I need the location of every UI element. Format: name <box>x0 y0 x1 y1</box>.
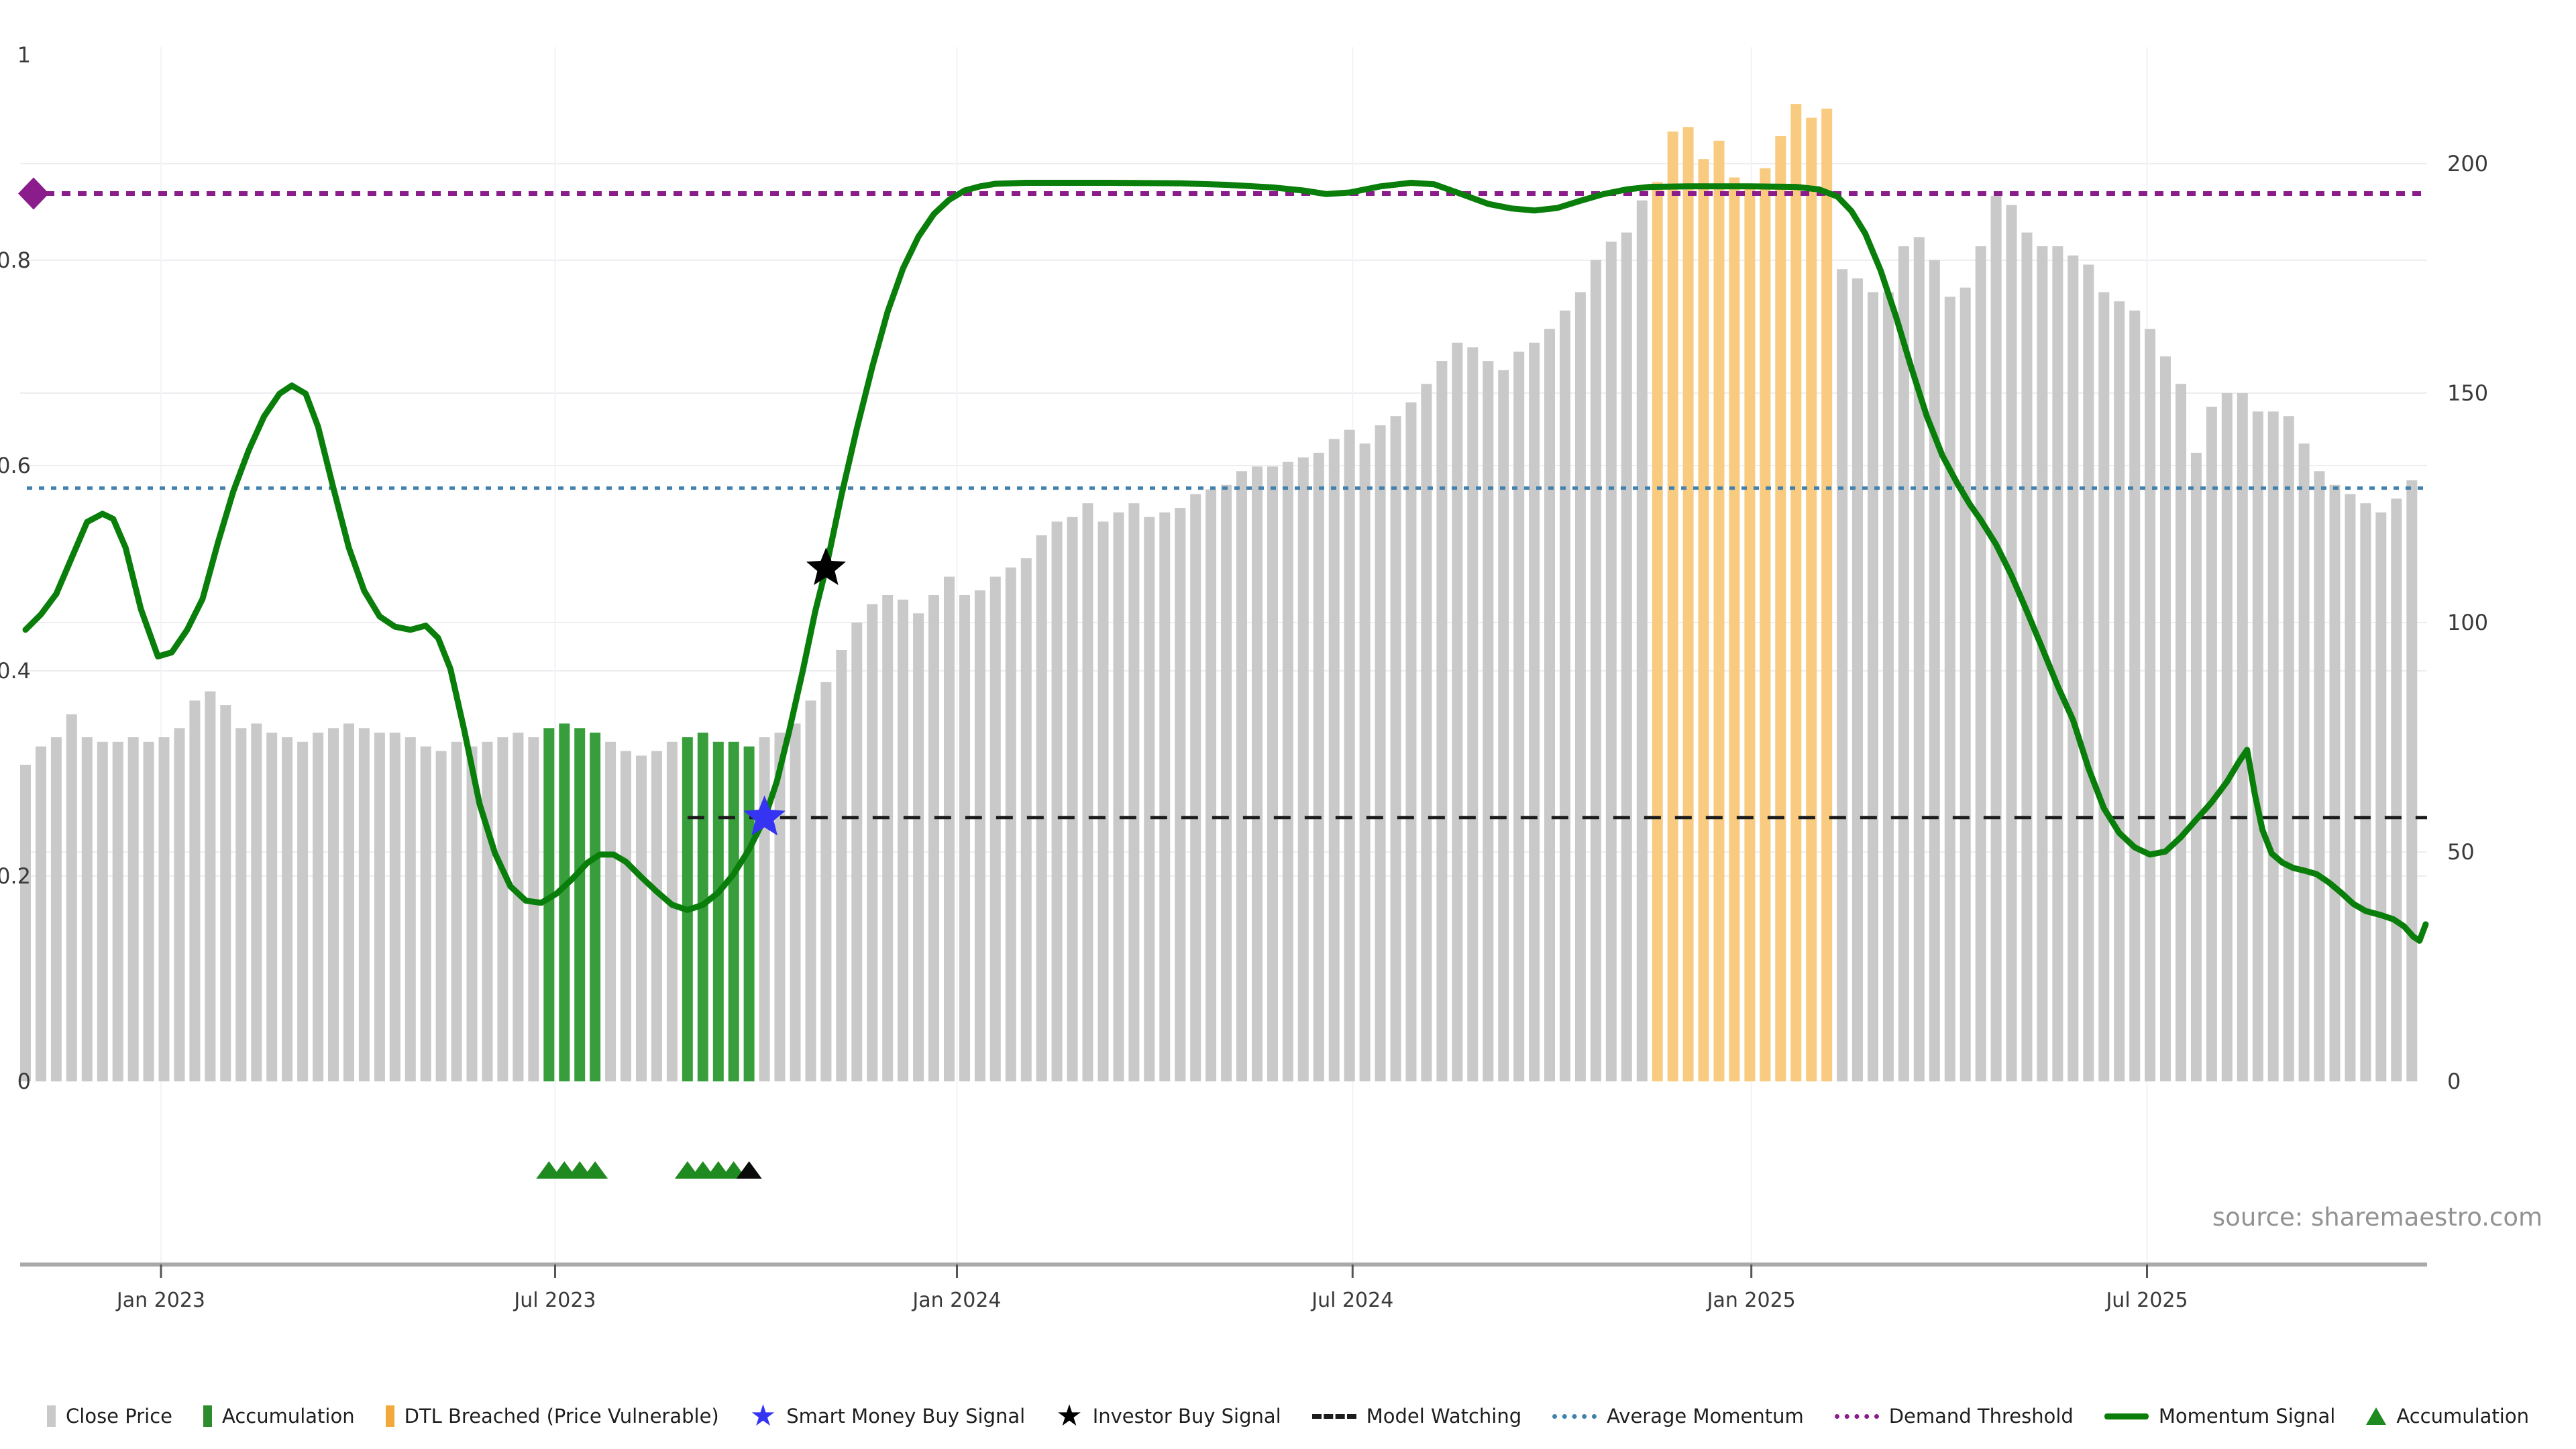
legend-label: Momentum Signal <box>2158 1405 2336 1428</box>
legend-label: Close Price <box>66 1405 172 1428</box>
investor-buy-star-icon <box>806 547 846 586</box>
x-tick-label: Jul 2023 <box>513 1289 596 1312</box>
legend-item-accumulation: Accumulation <box>203 1405 355 1428</box>
legend-item-smart-money-buy-signal: ★ Smart Money Buy Signal <box>749 1399 1026 1433</box>
legend-star-icon: ★ <box>749 1399 777 1433</box>
demand-threshold-diamond-icon <box>18 177 49 210</box>
momentum-signal-line <box>22 180 2429 944</box>
left-tick-label: 0.4 <box>0 658 31 684</box>
x-tick-label: Jul 2025 <box>2104 1289 2188 1312</box>
legend-item-dtl-breached-price-vulnerable: DTL Breached (Price Vulnerable) <box>385 1405 719 1428</box>
legend-item-demand-threshold: Demand Threshold <box>1834 1405 2074 1428</box>
signal-markers <box>18 177 846 1179</box>
smart-money-buy-star-icon <box>743 795 786 836</box>
legend-label: Model Watching <box>1366 1405 1522 1428</box>
close-price-bars <box>20 104 2418 1082</box>
legend-dotted-line-swatch <box>1552 1413 1597 1419</box>
legend-item-model-watching: Model Watching <box>1311 1405 1522 1428</box>
legend-label: Investor Buy Signal <box>1092 1405 1281 1428</box>
legend-square-swatch <box>203 1405 212 1427</box>
accumulation-triangle-icon <box>582 1161 608 1179</box>
legend-item-investor-buy-signal: ★ Investor Buy Signal <box>1056 1399 1281 1433</box>
right-tick-label: 0 <box>2447 1069 2461 1094</box>
chart-legend: Close Price Accumulation DTL Breached (Pri… <box>0 1399 2576 1433</box>
legend-label: Demand Threshold <box>1888 1405 2074 1428</box>
x-tick-label: Jan 2025 <box>1706 1289 1796 1312</box>
legend-triangle-icon <box>2366 1407 2387 1425</box>
x-tick-label: Jan 2023 <box>115 1289 205 1312</box>
right-tick-label: 200 <box>2447 151 2488 176</box>
legend-item-accumulation: Accumulation <box>2366 1405 2529 1428</box>
legend-item-average-momentum: Average Momentum <box>1552 1405 1804 1428</box>
right-tick-label: 150 <box>2447 380 2488 406</box>
legend-square-swatch <box>385 1405 394 1427</box>
legend-square-swatch <box>47 1405 56 1427</box>
x-tick-label: Jul 2024 <box>1310 1289 1393 1312</box>
right-axis-labels: 0 50 100 150 200 <box>2447 151 2488 1094</box>
legend-label: Accumulation <box>2396 1405 2529 1428</box>
accumulation-triangle-black-icon <box>736 1161 762 1179</box>
legend-label: Smart Money Buy Signal <box>786 1405 1026 1428</box>
legend-label: DTL Breached (Price Vulnerable) <box>404 1405 719 1428</box>
legend-label: Average Momentum <box>1607 1405 1804 1428</box>
left-axis-labels: 0 0.2 0.4 0.6 0.8 1 <box>0 42 31 1094</box>
legend-dotted-line-swatch <box>1834 1413 1879 1419</box>
left-tick-label: 0 <box>17 1069 31 1094</box>
threshold-lines <box>27 191 2427 820</box>
legend-solid-line-swatch <box>2104 1413 2149 1419</box>
left-tick-label: 1 <box>17 42 31 68</box>
legend-item-momentum-signal: Momentum Signal <box>2104 1405 2336 1428</box>
legend-label: Accumulation <box>221 1405 355 1428</box>
right-tick-label: 100 <box>2447 610 2488 635</box>
source-note: source: sharemaestro.com <box>2212 1203 2542 1232</box>
x-tick-label: Jan 2024 <box>911 1289 1001 1312</box>
legend-dashed-line-swatch <box>1311 1413 1356 1419</box>
left-tick-label: 0.6 <box>0 453 31 478</box>
left-tick-label: 0.2 <box>0 863 31 889</box>
legend-item-close-price: Close Price <box>47 1405 172 1428</box>
legend-star-icon: ★ <box>1056 1399 1083 1433</box>
right-tick-label: 50 <box>2447 839 2475 865</box>
left-tick-label: 0.8 <box>0 248 31 273</box>
date-axis: Jan 2023 Jul 2023 Jan 2024 Jul 2024 Jan 2025… <box>20 1263 2427 1312</box>
